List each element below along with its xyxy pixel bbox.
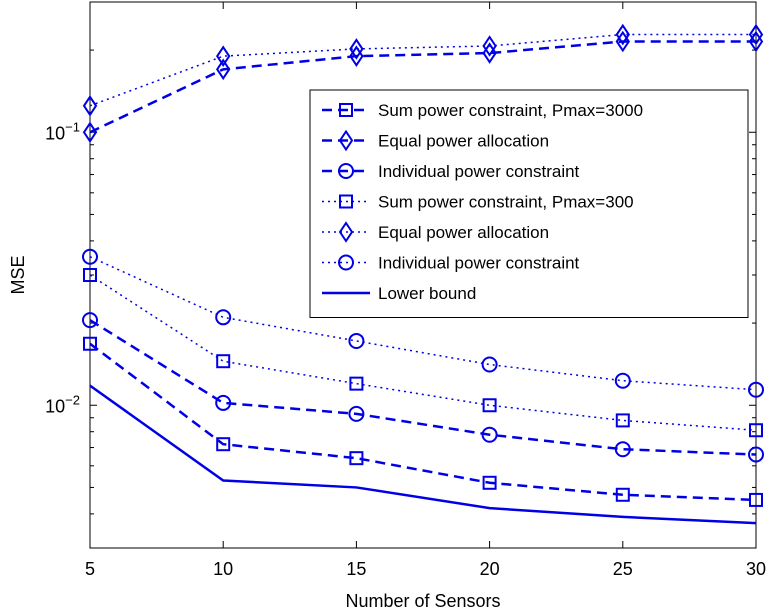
data-point (83, 336, 97, 351)
data-point (481, 426, 498, 443)
legend-label: Equal power allocation (378, 132, 549, 151)
data-point (82, 312, 98, 329)
series-line (89, 319, 757, 456)
data-point (82, 121, 98, 144)
legend-label: Sum power constraint, Pmax=3000 (378, 101, 643, 120)
data-point (481, 356, 498, 373)
legend-marker (338, 129, 354, 152)
legend-marker (339, 194, 353, 209)
series-4 (83, 268, 763, 438)
x-tick-label: 20 (480, 559, 500, 579)
legend-label: Sum power constraint, Pmax=300 (378, 193, 634, 212)
legend-label: Equal power allocation (378, 223, 549, 242)
x-tick-label: 30 (746, 559, 766, 579)
legend-entry: Equal power allocation (322, 221, 549, 243)
data-point (348, 405, 365, 422)
legend-entry: Equal power allocation (322, 129, 549, 152)
data-point (349, 38, 364, 60)
data-point (216, 354, 231, 369)
legend-marker (338, 163, 354, 179)
data-point (215, 45, 231, 67)
data-point (482, 35, 497, 57)
data-point (82, 94, 98, 117)
legend-entry: Sum power constraint, Pmax=300 (322, 193, 634, 212)
data-point (215, 394, 232, 411)
y-axis-label: MSE (8, 255, 28, 294)
series-1 (83, 336, 763, 507)
data-point (749, 423, 763, 438)
legend: Sum power constraint, Pmax=3000 Equal pow… (309, 89, 749, 318)
legend-label: Individual power constraint (378, 254, 580, 273)
series-3 (82, 312, 764, 463)
legend-box (309, 89, 749, 318)
data-point (615, 413, 630, 428)
series-layer (82, 23, 764, 525)
y-tick-label: 10−2 (45, 392, 80, 416)
data-point (215, 309, 232, 326)
data-point (215, 58, 231, 81)
legend-marker (338, 221, 354, 243)
series-line (89, 33, 756, 107)
data-point (748, 446, 764, 463)
legend-marker (339, 103, 353, 117)
series-6 (82, 248, 764, 398)
data-point (614, 441, 631, 458)
x-tick-label: 15 (346, 559, 366, 579)
legend-marker (338, 254, 354, 271)
x-tick-label: 10 (213, 559, 233, 579)
y-tick-label: 10−1 (45, 119, 80, 143)
data-point (614, 372, 631, 389)
legend-label: Individual power constraint (378, 162, 580, 181)
data-point (615, 487, 630, 502)
series-line (89, 342, 757, 502)
axis-ticks: 5 10 15 20 25 30 10−1 10−2 (45, 1, 766, 579)
legend-entry: Individual power constraint (322, 254, 580, 273)
data-point (349, 451, 364, 466)
series-line (89, 384, 757, 525)
series-7 (89, 384, 757, 525)
data-point (349, 376, 364, 391)
data-point (348, 332, 365, 349)
data-point (482, 475, 497, 490)
legend-entry: Individual power constraint (322, 162, 580, 181)
data-point (748, 23, 764, 46)
series-line (89, 274, 757, 431)
legend-entry: Sum power constraint, Pmax=3000 (322, 101, 643, 120)
series-5 (82, 23, 764, 117)
x-tick-label: 5 (85, 559, 95, 579)
data-point (216, 437, 231, 452)
data-point (615, 23, 631, 46)
data-point (749, 492, 763, 507)
data-point (82, 248, 98, 265)
data-point (482, 398, 497, 413)
x-axis-label: Number of Sensors (345, 591, 500, 611)
data-point (83, 268, 97, 282)
legend-label: Lower bound (378, 284, 476, 303)
series-line (89, 256, 757, 391)
legend-entry: Lower bound (322, 284, 476, 303)
x-tick-label: 25 (613, 559, 633, 579)
data-point (748, 381, 764, 398)
